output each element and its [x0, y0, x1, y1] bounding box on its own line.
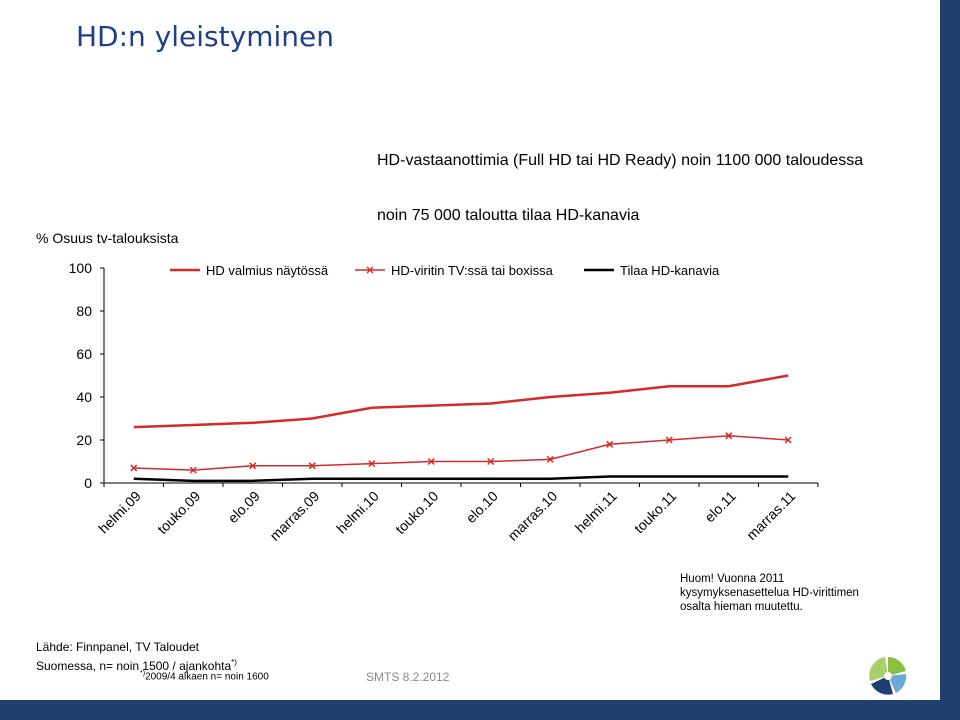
y-tick-label: 40: [76, 389, 92, 405]
data-point-marker: [665, 436, 673, 444]
legend-swatch-hd-valmius: [170, 268, 200, 272]
annotation-hd-receivers: HD-vastaanottimia (Full HD tai HD Ready)…: [377, 152, 864, 169]
data-point-marker: [249, 462, 257, 470]
legend-label-tilaa-hd: Tilaa HD-kanavia: [620, 262, 720, 278]
x-tick-label: helmi.10: [333, 488, 382, 537]
data-point-marker: [368, 460, 376, 468]
data-point-marker: [427, 457, 435, 466]
x-tick-label: touko.09: [154, 488, 203, 537]
x-tick-label: marras.09: [266, 488, 322, 544]
x-tick-label: marras.10: [504, 488, 560, 544]
series-line-2: [133, 475, 789, 483]
x-tick-label: helmi.09: [95, 488, 144, 537]
legend-label-hd-valmius: HD valmius näytössä: [206, 262, 329, 278]
data-point-marker: [189, 466, 197, 474]
legend-item-tilaa-hd: Tilaa HD-kanavia: [584, 260, 719, 280]
footnote-text: 2009/4 alkaen n= noin 1600: [145, 671, 269, 683]
x-tick-label: elo.10: [463, 488, 501, 526]
footnote-marker: *): [140, 670, 146, 677]
source-line-2: Suomessa, n= noin 1500 / ajankohta: [36, 659, 232, 673]
y-tick-label: 0: [84, 475, 92, 491]
data-point-marker: [784, 436, 792, 444]
note-text: Huom! Vuonna 2011 kysymyksenasettelua HD…: [680, 573, 859, 613]
legend-item-hd-valmius: HD valmius näytössä: [170, 260, 328, 280]
y-tick-label: 100: [69, 260, 93, 276]
legend-label-hd-viritin: HD-viritin TV:ssä tai boxissa: [391, 262, 553, 278]
y-tick-label: 20: [76, 432, 92, 448]
source-line-1: Lähde: Finnpanel, TV Taloudet: [36, 640, 200, 654]
source-text: Lähde: Finnpanel, TV Taloudet Suomessa, …: [36, 640, 237, 674]
legend-swatch-tilaa-hd: [584, 268, 614, 272]
series-line-1: [133, 434, 789, 471]
legend-swatch-hd-viritin: [355, 266, 385, 274]
source-marker: *): [231, 658, 237, 667]
x-tick-label: elo.09: [225, 488, 263, 526]
finnpanel-logo-icon: [868, 656, 908, 696]
y-tick-label: 60: [76, 346, 92, 362]
right-decor-bar: [940, 0, 960, 720]
y-tick-label: 80: [76, 303, 92, 319]
footnote: *)2009/4 alkaen n= noin 1600: [140, 670, 269, 682]
slide-footer: SMTS 8.2.2012: [366, 670, 450, 684]
x-tick-label: marras.11: [743, 488, 798, 543]
data-point-marker: [606, 440, 614, 448]
x-tick-label: touko.10: [392, 488, 441, 537]
legend-item-hd-viritin: HD-viritin TV:ssä tai boxissa: [355, 260, 553, 280]
data-point-marker: [487, 457, 495, 466]
bottom-decor-bar: [0, 700, 960, 720]
data-point-marker: [130, 464, 138, 472]
slide-title: HD:n yleistyminen: [76, 20, 334, 53]
x-tick-label: helmi.11: [572, 488, 620, 536]
y-axis-label: % Osuus tv-talouksista: [36, 230, 179, 246]
x-tick-label: touko.11: [631, 488, 680, 537]
data-point-marker: [308, 462, 316, 470]
annotation-hd-channels: noin 75 000 taloutta tilaa HD-kanavia: [377, 207, 640, 224]
series-line-0: [133, 374, 789, 429]
data-point-marker: [546, 455, 554, 463]
x-tick-label: elo.11: [701, 488, 739, 526]
data-point-marker: [725, 432, 733, 440]
